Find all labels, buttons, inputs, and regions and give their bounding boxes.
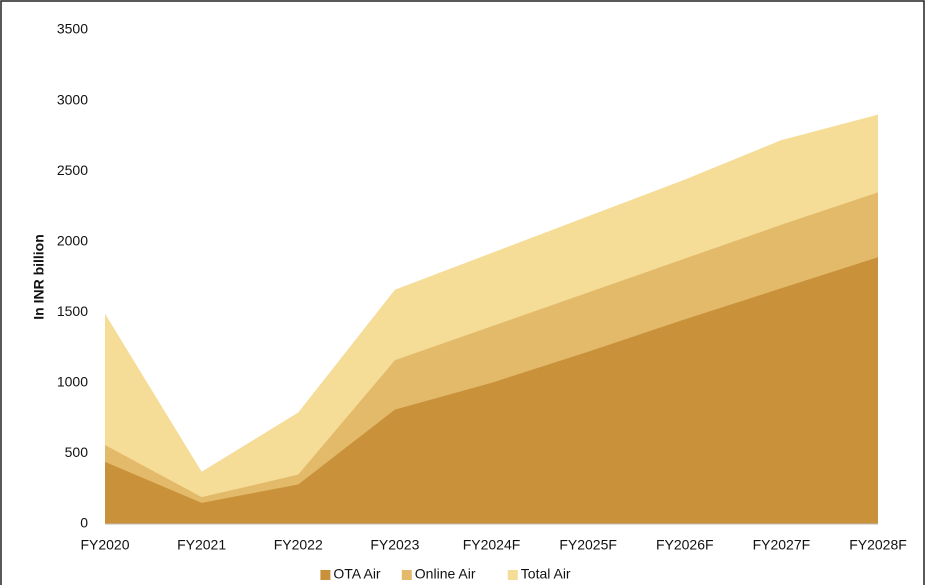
y-tick-label: 500 [65, 444, 89, 460]
y-tick-label: 1000 [57, 374, 88, 390]
y-tick-label: 3000 [57, 91, 88, 107]
x-tick-label: FY2023 [370, 537, 419, 553]
x-tick-label: FY2028F [849, 537, 907, 553]
x-tick-label: FY2022 [274, 537, 323, 553]
legend-label: Total Air [521, 566, 571, 582]
y-tick-label: 0 [80, 515, 88, 531]
x-tick-label: FY2027F [753, 537, 811, 553]
y-tick-label: 1500 [57, 303, 88, 319]
y-tick-label: 3500 [57, 21, 88, 37]
legend-label: Online Air [415, 566, 476, 582]
x-tick-label: FY2026F [656, 537, 714, 553]
y-tick-label: 2000 [57, 232, 88, 248]
legend-swatch [320, 570, 331, 580]
x-tick-label: FY2020 [80, 537, 129, 553]
y-tick-label: 2500 [57, 162, 88, 178]
x-tick-label: FY2025F [559, 537, 617, 553]
x-tick-label: FY2021 [177, 537, 226, 553]
y-axis-title: In INR billion [31, 234, 47, 320]
legend-swatch [401, 570, 412, 580]
x-tick-label: FY2024F [463, 537, 521, 553]
legend-label: OTA Air [333, 566, 381, 582]
legend-swatch [507, 570, 518, 580]
area [105, 257, 878, 524]
